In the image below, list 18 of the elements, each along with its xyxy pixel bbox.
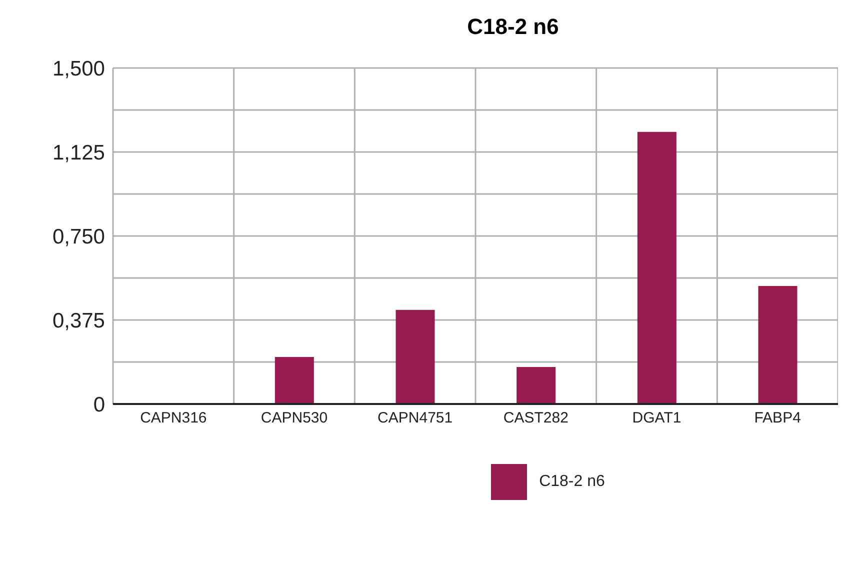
chart-title: C18-2 n6 — [466, 14, 560, 41]
legend-label: C18-2 n6 — [539, 473, 605, 490]
y-tick-label: 0,750 — [52, 225, 105, 248]
y-tick-label: 0,375 — [52, 309, 105, 332]
y-tick-label: 1,125 — [52, 141, 105, 164]
x-tick-label: CAPN316 — [140, 410, 207, 427]
x-tick-label: DGAT1 — [632, 410, 682, 427]
x-tick-label: FABP4 — [754, 410, 801, 427]
y-tick-label: 0 — [93, 393, 105, 416]
bar — [637, 132, 676, 404]
x-tick-label: CAST282 — [503, 410, 568, 427]
y-tick-label: 1,500 — [52, 57, 105, 80]
x-tick-label: CAPN4751 — [378, 410, 453, 427]
bar — [396, 310, 435, 404]
bar — [758, 286, 798, 404]
x-tick-label: CAPN530 — [260, 410, 328, 427]
bar — [274, 356, 314, 404]
bar — [516, 367, 556, 404]
